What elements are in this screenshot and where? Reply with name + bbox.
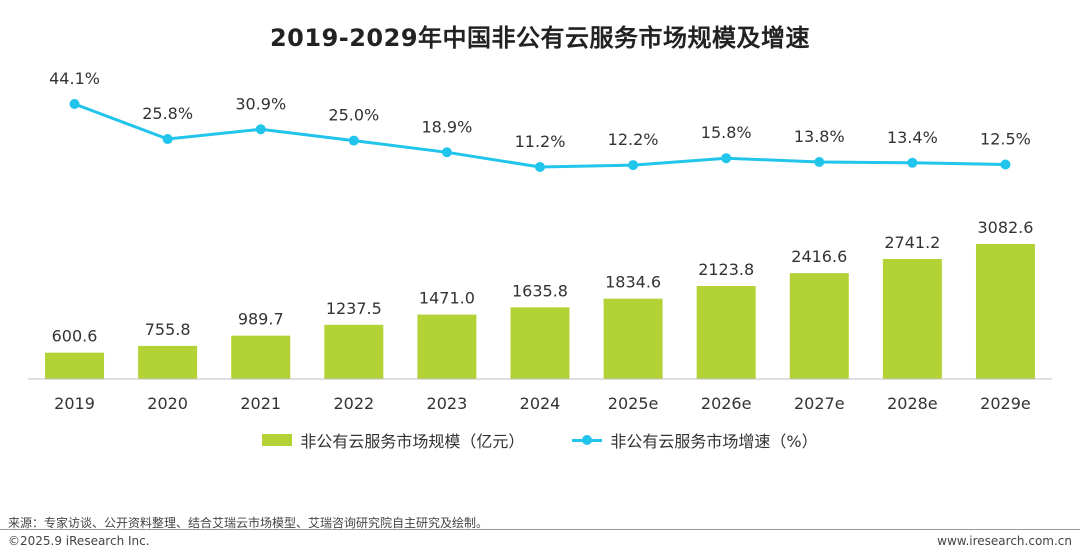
x-tick-label: 2023 xyxy=(427,394,468,413)
bar-value-label: 2123.8 xyxy=(698,260,754,279)
legend-line-swatch xyxy=(572,434,603,446)
growth-point-2022 xyxy=(348,135,359,146)
growth-value-label: 30.9% xyxy=(235,94,286,113)
legend-label-growth: 非公有云服务市场增速（%） xyxy=(610,432,818,451)
growth-point-2023 xyxy=(441,147,452,158)
bar-value-label: 1471.0 xyxy=(419,289,475,308)
x-tick-label: 2024 xyxy=(520,394,561,413)
x-tick-label: 2022 xyxy=(333,394,374,413)
bar-2022 xyxy=(324,324,384,379)
bar-2023 xyxy=(417,314,477,379)
x-tick-label: 2028e xyxy=(887,394,938,413)
legend-item-size: 非公有云服务市场规模（亿元） xyxy=(262,428,524,452)
growth-value-label: 18.9% xyxy=(421,117,472,136)
combo-chart: 600.6 755.8 989.7 1237.5 1471.0 1635.8 1834.6 2… xyxy=(28,69,1052,413)
footer-divider xyxy=(0,529,1080,530)
bar-value-label: 989.7 xyxy=(238,310,284,329)
source-note: 来源：专家访谈、公开资料整理、结合艾瑞云市场模型、艾瑞咨询研究院自主研究及绘制。 xyxy=(8,516,489,530)
growth-value-label: 13.4% xyxy=(887,128,938,147)
bar-value-label: 3082.6 xyxy=(977,218,1033,237)
growth-point-2020 xyxy=(162,134,173,145)
growth-value-label: 44.1% xyxy=(49,69,100,88)
chart-title: 2019-2029年中国非公有云服务市场规模及增速 xyxy=(269,24,811,52)
x-tick-label: 2026e xyxy=(701,394,752,413)
growth-point-2024 xyxy=(535,162,545,172)
growth-value-label: 25.0% xyxy=(328,106,379,125)
legend-item-growth: 非公有云服务市场增速（%） xyxy=(572,428,818,452)
growth-value-label: 11.2% xyxy=(515,132,566,151)
bars-layer: 600.6 755.8 989.7 1237.5 1471.0 1635.8 1834.6 2… xyxy=(45,218,1035,379)
x-tick-label: 2025e xyxy=(608,394,659,413)
legend-bar-swatch xyxy=(262,434,293,446)
copyright: ©2025.9 iResearch Inc. xyxy=(8,534,150,548)
growth-value-label: 15.8% xyxy=(701,123,752,142)
x-tick-labels: 2019 2020 2021 2022 2023 2024 2025e 2026e 2027e 2… xyxy=(54,394,1031,413)
legend: 非公有云服务市场规模（亿元） 非公有云服务市场增速（%） xyxy=(0,428,1080,452)
bar-2029e xyxy=(975,244,1035,379)
bar-2021 xyxy=(231,335,291,379)
bar-2027e xyxy=(789,273,849,379)
bar-2019 xyxy=(45,352,105,379)
legend-label-size: 非公有云服务市场规模（亿元） xyxy=(300,432,525,451)
bar-value-label: 755.8 xyxy=(145,320,191,339)
bar-2025e xyxy=(603,298,663,379)
x-tick-label: 2027e xyxy=(794,394,845,413)
growth-value-label: 12.2% xyxy=(608,130,659,149)
bar-2028e xyxy=(882,258,942,379)
growth-point-2029e xyxy=(1000,159,1011,170)
bar-2020 xyxy=(138,345,198,379)
growth-point-2027e xyxy=(814,157,825,168)
bar-value-label: 1834.6 xyxy=(605,273,661,292)
bar-2026e xyxy=(696,285,756,379)
growth-value-label: 25.8% xyxy=(142,104,193,123)
bar-value-label: 600.6 xyxy=(52,327,98,346)
growth-value-label: 12.5% xyxy=(980,130,1031,149)
growth-line-layer: 44.1% 25.8% 30.9% 25.0% 18.9% 11.2% 12.2% 15.8%… xyxy=(49,69,1031,172)
x-tick-label: 2019 xyxy=(54,394,95,413)
bar-value-label: 1635.8 xyxy=(512,281,568,300)
growth-point-2026e xyxy=(721,153,732,164)
x-tick-label: 2021 xyxy=(240,394,281,413)
bar-value-label: 1237.5 xyxy=(326,299,382,318)
growth-value-label: 13.8% xyxy=(794,127,845,146)
bar-2024 xyxy=(510,307,570,379)
growth-point-2025e xyxy=(628,160,639,171)
bar-value-label: 2741.2 xyxy=(884,233,940,252)
growth-point-2019 xyxy=(69,99,80,109)
growth-point-2021 xyxy=(255,124,266,135)
bar-value-label: 2416.6 xyxy=(791,247,847,266)
growth-point-2028e xyxy=(907,157,918,168)
website-link[interactable]: www.iresearch.com.cn xyxy=(937,534,1072,548)
x-tick-label: 2029e xyxy=(980,394,1031,413)
x-tick-label: 2020 xyxy=(147,394,188,413)
